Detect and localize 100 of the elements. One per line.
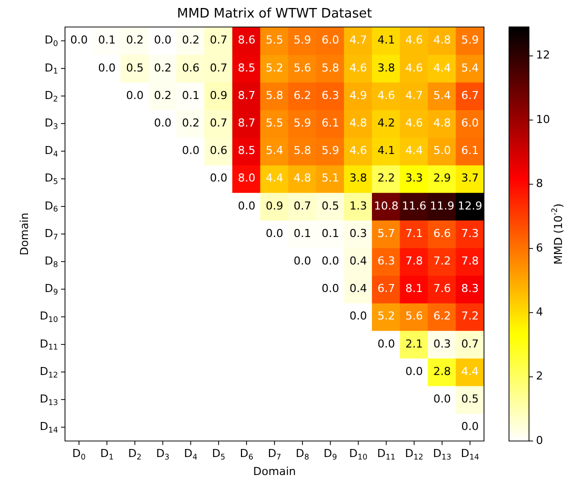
data-label: 5.8 [322,61,340,74]
data-label: 4.6 [405,116,423,130]
data-label: 2.1 [405,337,423,350]
data-label: 6.2 [294,88,312,102]
data-label: 0.0 [350,310,368,323]
data-label: 4.8 [294,172,312,185]
data-label: 7.2 [461,310,479,323]
data-label: 5.1 [322,172,340,185]
data-label: 0.9 [266,199,284,212]
data-label: 5.5 [266,116,284,130]
data-label: 0.0 [322,282,340,296]
data-label: 4.8 [350,116,368,130]
data-label: 6.3 [322,88,340,102]
data-label: 6.3 [377,254,395,268]
data-label: 0.7 [461,337,479,350]
data-label: 0.0 [98,61,116,74]
data-label: 5.2 [266,61,284,74]
data-label: 2.8 [433,364,451,378]
x-axis-title: Domain [253,464,296,478]
data-label: 0.6 [182,61,200,74]
data-label: 4.6 [350,144,368,158]
data-label: 5.6 [405,310,423,323]
data-label: 5.8 [266,88,284,102]
data-label: 8.5 [238,61,256,74]
data-label: 6.0 [461,116,479,130]
color-bar-label: 6 [536,241,543,254]
data-label: 5.9 [322,144,340,158]
data-label: 8.1 [405,282,423,296]
data-label: 4.9 [350,88,368,102]
data-label: 0.1 [98,34,116,47]
data-label: 6.7 [377,282,395,296]
data-label: 0.0 [70,34,88,47]
data-label: 5.6 [294,61,312,74]
data-label: 7.3 [461,226,479,240]
y-axis-title: Domain [18,212,31,256]
data-label: 4.4 [461,364,479,378]
data-label: 4.4 [405,144,423,158]
data-label: 0.3 [350,226,368,240]
data-label: 7.6 [433,282,451,296]
data-label: 4.2 [377,116,395,130]
data-label: 8.0 [238,172,256,185]
data-label: 5.2 [377,310,395,323]
data-label: 5.9 [294,116,312,130]
data-label: 7.1 [405,226,423,240]
data-label: 5.7 [377,226,395,240]
data-label: 0.0 [266,226,284,240]
data-label: 6.2 [433,310,451,323]
data-label: 0.1 [182,88,200,102]
data-label: 0.0 [294,254,312,268]
data-label: 0.5 [322,199,340,212]
data-label: 4.6 [405,61,423,74]
data-label: 0.2 [154,61,172,74]
data-label: 0.7 [210,61,228,74]
data-label: 0.7 [210,34,228,47]
data-label: 3.3 [405,172,423,185]
data-label: 0.0 [377,337,395,350]
data-label: 5.4 [461,61,479,74]
data-label: 4.4 [266,172,284,185]
data-label: 3.8 [377,61,395,74]
data-label: 0.2 [182,116,200,130]
data-label: 0.0 [154,34,172,47]
data-label: 8.7 [238,88,256,102]
data-label: 0.2 [126,34,144,47]
data-label: 11.9 [430,199,454,212]
data-label: 0.7 [294,199,312,212]
data-label: 4.6 [377,88,395,102]
data-label: 0.0 [238,199,256,212]
data-label: 4.4 [433,61,451,74]
data-label: 0.6 [210,144,228,158]
data-label: 5.0 [433,144,451,158]
data-label: 1.3 [350,199,368,212]
data-label: 0.2 [154,88,172,102]
data-label: 6.1 [322,116,340,130]
data-label: 4.8 [433,116,451,130]
data-label: 0.0 [126,88,144,102]
data-label: 0.0 [322,254,340,268]
data-label: 5.9 [461,34,479,47]
data-label: 0.7 [210,116,228,130]
data-label: 8.6 [238,34,256,47]
color-bar-label: 12 [536,48,550,62]
data-label: 0.5 [126,61,144,74]
color-bar-label: 10 [536,112,550,126]
data-label: 10.8 [374,199,398,212]
data-label: 0.4 [350,254,368,268]
data-label: 0.0 [210,172,228,185]
data-label: 7.8 [461,254,479,268]
data-label: 0.5 [461,392,479,406]
data-label: 7.2 [433,254,451,268]
data-label: 5.4 [266,144,284,158]
data-label: 0.0 [154,116,172,130]
data-label: 4.8 [433,34,451,47]
data-label: 8.3 [461,282,479,296]
data-label: 0.3 [433,337,451,350]
data-label: 3.7 [461,172,479,185]
data-label: 8.7 [238,116,256,130]
data-label: 0.1 [322,226,340,240]
data-label: 4.6 [405,34,423,47]
data-label: 6.0 [322,34,340,47]
data-label: 4.7 [405,88,423,102]
data-label: 6.6 [433,226,451,240]
